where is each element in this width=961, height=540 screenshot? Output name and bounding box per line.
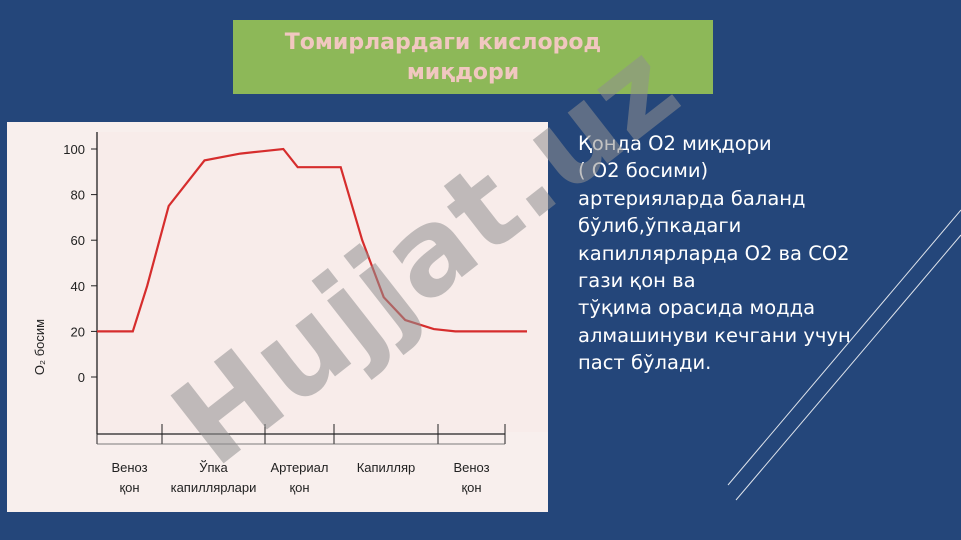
x-segment-label: қон: [289, 480, 309, 495]
x-segment-label: қон: [119, 480, 139, 495]
x-segment-label: капиллярлари: [171, 480, 257, 495]
x-segments-group: Веноз қон Ўпка капиллярлари Артериал қон Капил…: [96, 424, 506, 495]
slide-title-line1: Томирлардаги кислород: [284, 30, 602, 55]
oxygen-chart-card: O₂ босим 100 80 60 40 20 0 Веноз қон Ўпка капилл…: [7, 122, 548, 512]
x-segment-label: Веноз: [111, 460, 147, 475]
body-line: гази қон ва: [578, 269, 696, 293]
x-segment-label: Ўпка: [199, 460, 228, 475]
y-tick-label: 40: [71, 279, 85, 294]
body-line: алмашинуви кечгани учун: [578, 323, 851, 347]
oxygen-pressure-chart: O₂ босим 100 80 60 40 20 0 Веноз қон Ўпка капилл…: [7, 122, 548, 512]
x-segment-label: Капилляр: [357, 460, 416, 475]
slide-body-text: Қонда О2 миқдори ( О2 босими) артериялар…: [578, 130, 953, 377]
slide-title-box: Томирлардаги кислород миқдори: [233, 20, 713, 94]
slide-title-line2: миқдори: [406, 60, 520, 85]
body-line: капиллярларда О2 ва СО2: [578, 241, 850, 265]
x-segment-label: қон: [461, 480, 481, 495]
y-axis-label: O₂ босим: [32, 319, 47, 375]
body-line: бўлиб,ўпкадаги: [578, 214, 742, 238]
oxygen-curve: [97, 147, 527, 333]
y-tick-label: 80: [71, 188, 85, 203]
y-ticks-group: 100 80 60 40 20 0: [63, 142, 97, 385]
body-line: Қонда О2 миқдори: [578, 132, 772, 155]
body-line: ( О2 босими): [578, 159, 709, 183]
y-tick-label: 0: [78, 370, 85, 385]
body-line: артерияларда баланд: [578, 186, 806, 210]
plot-area: [95, 132, 548, 432]
body-line: тўқима орасида модда: [578, 296, 816, 320]
y-tick-label: 20: [71, 324, 85, 339]
body-line: паст бўлади.: [578, 351, 712, 375]
y-tick-label: 60: [71, 233, 85, 248]
x-segment-label: Веноз: [453, 460, 489, 475]
x-segment-label: Артериал: [271, 460, 329, 475]
y-tick-label: 100: [63, 142, 85, 157]
